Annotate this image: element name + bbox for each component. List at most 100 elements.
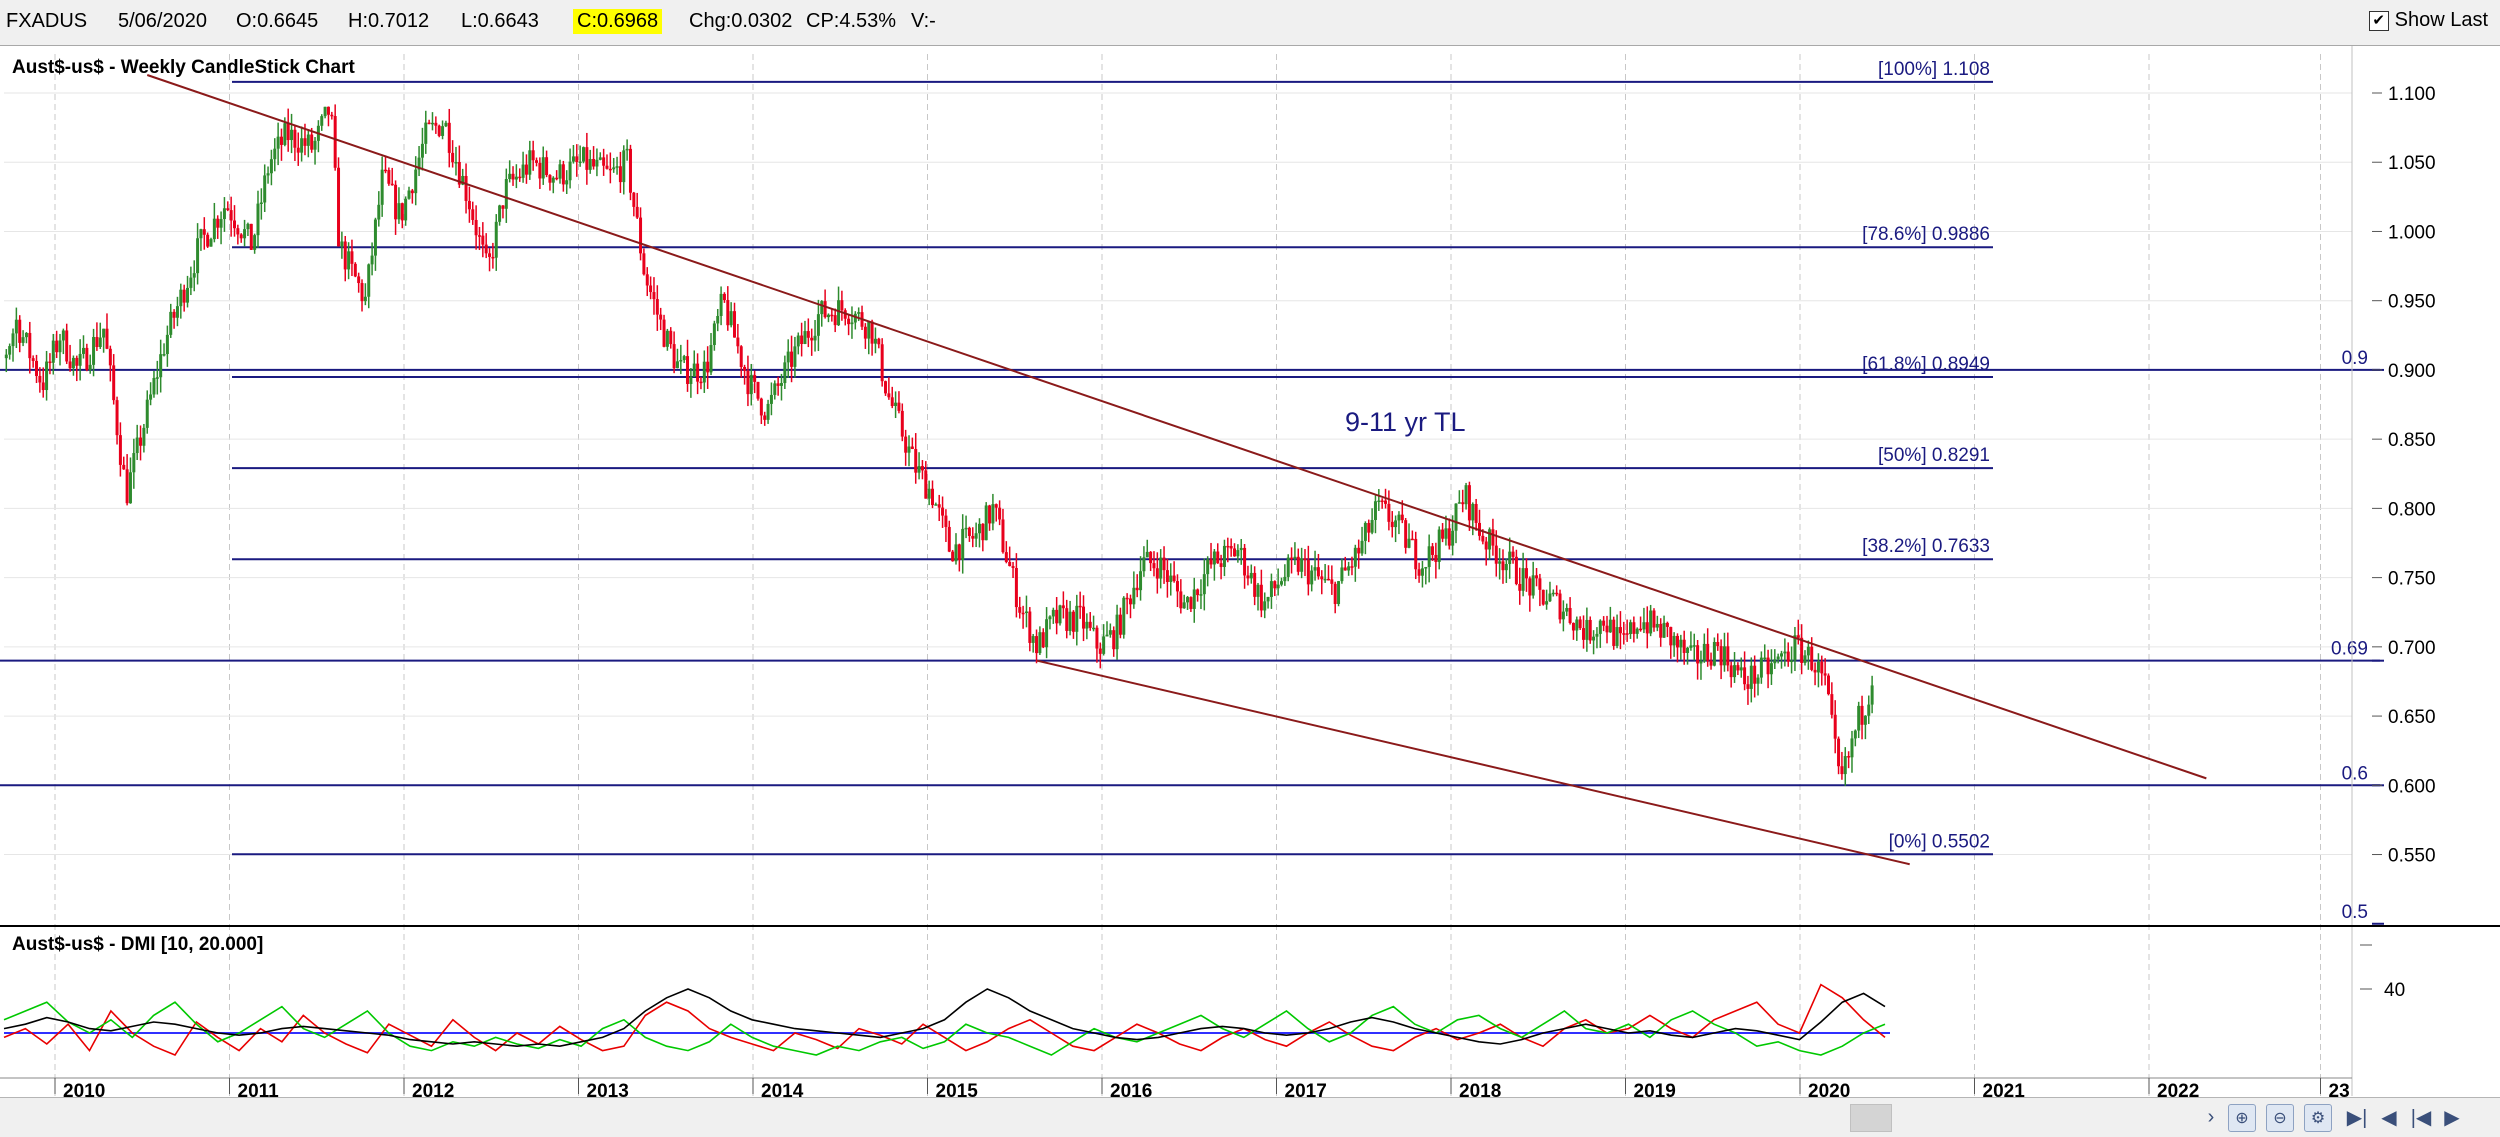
candle-body xyxy=(1206,559,1210,575)
candle-body xyxy=(313,140,317,150)
candle-body xyxy=(330,114,334,117)
candle-body xyxy=(988,505,992,524)
candle-body xyxy=(561,164,565,185)
candle-body xyxy=(709,345,713,373)
candle-body xyxy=(897,402,901,411)
step-back-icon[interactable]: |◀ xyxy=(2410,1106,2432,1129)
candle-body xyxy=(1249,572,1253,579)
scrollbar-thumb[interactable] xyxy=(1850,1104,1892,1132)
candle-body xyxy=(1263,601,1267,611)
candle-body xyxy=(1045,619,1049,648)
candle-body xyxy=(1675,635,1679,648)
candle-body xyxy=(813,335,817,341)
candle-body xyxy=(1853,730,1857,739)
candle-body xyxy=(149,394,153,400)
candle-body xyxy=(279,136,283,145)
scroll-right-icon[interactable]: › xyxy=(2207,1105,2215,1128)
candle-body xyxy=(890,397,894,407)
candle-body xyxy=(1186,597,1190,603)
candle-body xyxy=(142,427,146,446)
dmi-series-di xyxy=(3,1001,1886,1056)
candle-body xyxy=(51,340,55,363)
candle-body xyxy=(1545,601,1549,605)
candle-body xyxy=(575,156,579,163)
x-tick-label: 2010 xyxy=(63,1081,105,1097)
candle-body xyxy=(823,301,827,318)
candle-body xyxy=(632,192,636,207)
candle-body xyxy=(1655,623,1659,628)
candle-body xyxy=(967,527,971,536)
fib-level-label: [50%] 0.8291 xyxy=(1878,445,1990,466)
first-bar-icon[interactable]: ▶| xyxy=(2346,1106,2368,1129)
candle-body xyxy=(1571,622,1575,631)
x-tick-label: 2015 xyxy=(936,1081,979,1097)
candle-body xyxy=(1209,559,1213,565)
candle-body xyxy=(115,400,119,436)
candle-body xyxy=(1769,663,1773,675)
candle-body xyxy=(454,162,458,164)
candle-body xyxy=(471,209,475,220)
candle-body xyxy=(276,136,280,149)
show-last-checkbox[interactable]: ✔ xyxy=(2368,10,2389,31)
candle-body xyxy=(501,205,505,209)
candle-body xyxy=(920,466,924,471)
candle-body xyxy=(1048,616,1052,620)
y-tick-label: 0.600 xyxy=(2388,776,2436,797)
candle-body xyxy=(1132,587,1136,605)
zoom-out-icon[interactable]: ⊖ xyxy=(2266,1104,2294,1132)
candle-body xyxy=(384,169,388,172)
x-tick-label: 23 xyxy=(2329,1081,2350,1097)
candle-body xyxy=(1300,558,1304,572)
candle-body xyxy=(31,358,35,361)
candle-body xyxy=(672,344,676,369)
candle-body xyxy=(1400,514,1404,521)
candle-body xyxy=(226,208,230,211)
candle-body xyxy=(1031,636,1035,643)
candle-body xyxy=(733,311,737,338)
candle-body xyxy=(35,360,39,376)
zoom-in-icon[interactable]: ⊕ xyxy=(2228,1104,2256,1132)
step-left-icon[interactable]: ◀ xyxy=(2381,1106,2397,1129)
x-tick-label: 2016 xyxy=(1110,1081,1152,1097)
candle-body xyxy=(1461,502,1465,505)
candle-body xyxy=(1105,634,1109,637)
y-tick-label: 0.900 xyxy=(2388,361,2436,382)
candle-body xyxy=(810,337,814,341)
candle-body xyxy=(1722,646,1726,666)
candle-body xyxy=(998,507,1002,520)
candle-body xyxy=(273,148,277,160)
show-last-toggle[interactable]: ✔ Show Last xyxy=(2368,9,2488,32)
date-label: 5/06/2020 xyxy=(118,10,207,32)
candle-body xyxy=(65,330,69,362)
candle-body xyxy=(1226,545,1230,548)
candle-body xyxy=(58,340,62,353)
candle-body xyxy=(907,446,911,453)
time-axis: 2010 2011 2012 2013 2014 2015 2016 2017 2018 2019… xyxy=(0,1077,2352,1097)
candle-body xyxy=(1615,627,1619,646)
candle-body xyxy=(1790,660,1794,663)
candle-body xyxy=(1823,673,1827,676)
candle-body xyxy=(92,337,96,365)
candle-body xyxy=(1243,547,1247,576)
candle-body xyxy=(1149,551,1153,564)
candle-body xyxy=(1474,503,1478,523)
candle-body xyxy=(1071,611,1075,632)
candle-body xyxy=(367,264,371,297)
candle-body xyxy=(1256,584,1260,597)
candle-body xyxy=(323,106,327,117)
horizontal-level-label: 0.6 xyxy=(2342,763,2368,784)
candle-body xyxy=(1095,627,1099,649)
chart-settings-icon[interactable]: ⚙ xyxy=(2304,1104,2332,1132)
main-chart-title: Aust$-us$ - Weekly CandleStick Chart xyxy=(12,57,355,78)
fib-level-label: [38.2%] 0.7633 xyxy=(1862,536,1990,557)
candle-body xyxy=(1780,653,1784,657)
candle-body xyxy=(853,313,857,323)
candle-body xyxy=(75,357,79,366)
candle-body xyxy=(1863,715,1867,725)
candle-body xyxy=(253,235,257,250)
candle-body xyxy=(340,241,344,247)
candle-body xyxy=(1162,557,1166,571)
candle-body xyxy=(1733,665,1737,678)
candle-body xyxy=(981,523,985,541)
step-forward-icon[interactable]: ▶ xyxy=(2444,1106,2460,1129)
